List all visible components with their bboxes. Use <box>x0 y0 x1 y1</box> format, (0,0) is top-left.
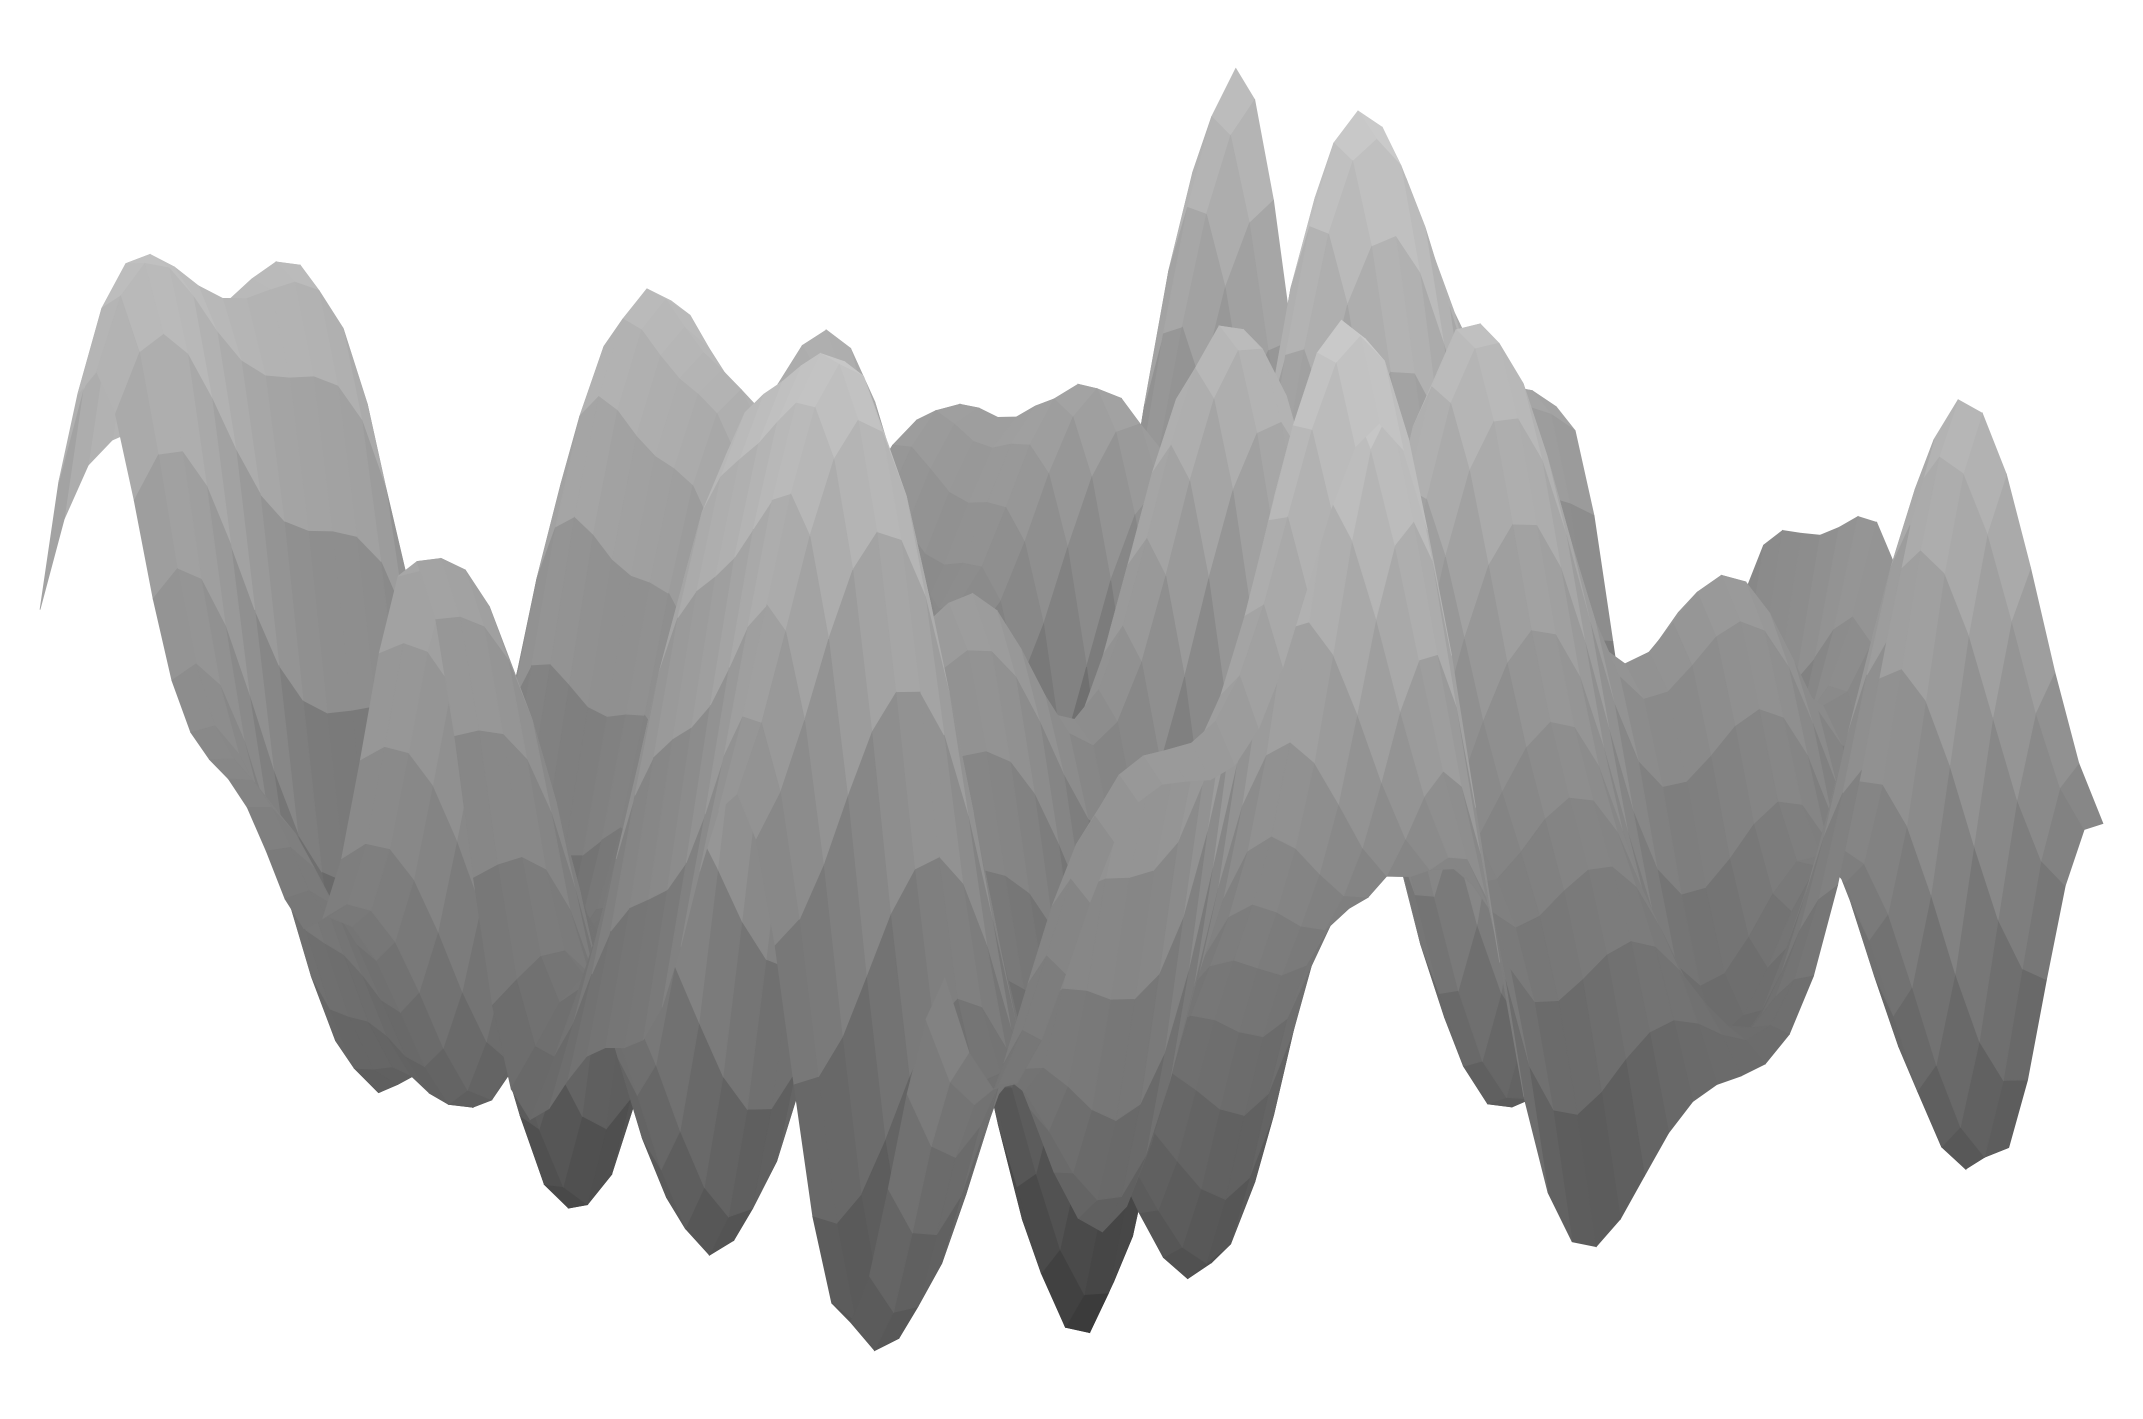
surface-facet <box>39 390 84 610</box>
surface-facets <box>39 67 2104 1352</box>
surface-facet <box>925 976 970 1083</box>
surface-facet <box>1866 525 1911 676</box>
